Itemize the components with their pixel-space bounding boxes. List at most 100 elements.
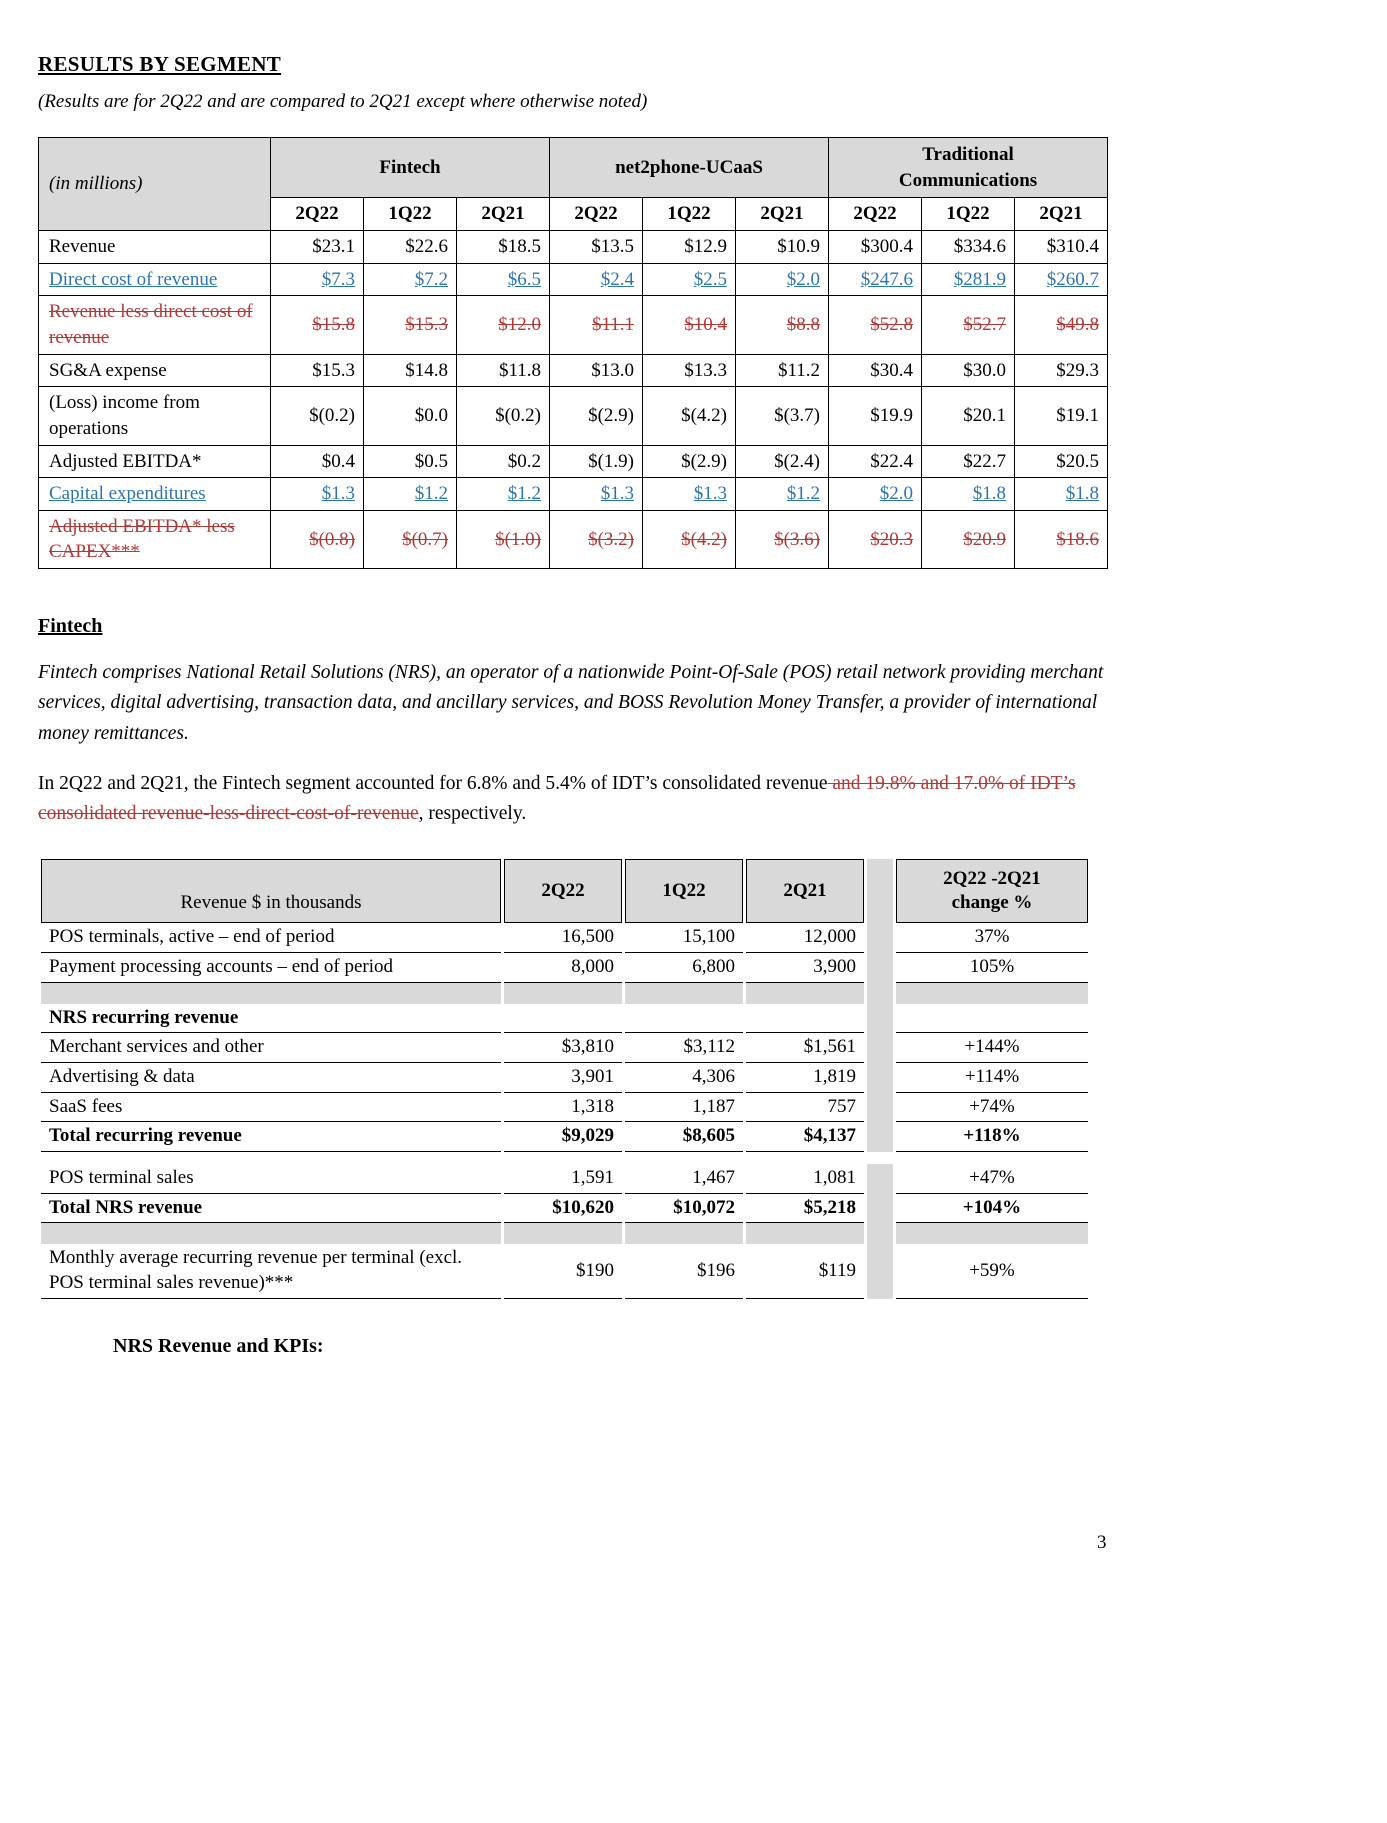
segment-value-cell: $0.2 xyxy=(456,444,550,479)
gap-column-cell xyxy=(867,952,893,983)
nrs-value-cell: 6,800 xyxy=(625,953,743,983)
segment-value-cell: $(2.4) xyxy=(734,444,830,479)
nrs-row: Advertising & data 3,901 4,306 1,819 +114% xyxy=(41,1062,1088,1093)
segment-value-cell: $0.5 xyxy=(363,444,457,479)
segment-row-label: (Loss) income from operations xyxy=(38,386,271,446)
nrs-value-cell: $4,137 xyxy=(746,1122,864,1152)
segment-results-table: (in millions) Fintech net2phone-UCaaS Tr… xyxy=(38,137,1109,570)
segment-row: Revenue $23.1 $22.6 $18.5 $13.5 $12.9 $10.9 $30… xyxy=(38,230,1109,264)
segment-value-cell: $0.0 xyxy=(363,386,457,446)
segment-value-cell: $(0.8) xyxy=(270,509,364,570)
nrs-row-label: Payment processing accounts – end of per… xyxy=(41,953,501,983)
document-content: RESULTS BY SEGMENT (Results are for 2Q22… xyxy=(38,52,1109,1358)
spacer-row xyxy=(41,982,1088,1004)
segment-row: Direct cost of revenue $7.3 $7.2 $6.5 $2.4 $2… xyxy=(38,262,1109,297)
spacer-cell xyxy=(896,982,1088,1004)
group-header-label: Traditional Communications xyxy=(898,144,1038,191)
segment-row-label: Direct cost of revenue xyxy=(38,262,271,297)
nrs-change-cell xyxy=(896,1004,1088,1034)
segment-value-cell: $(2.9) xyxy=(549,386,643,446)
nrs-change-cell: +114% xyxy=(896,1063,1088,1093)
segment-value-cell: $281.9 xyxy=(921,262,1016,297)
nrs-change-cell: +144% xyxy=(896,1033,1088,1063)
nrs-row-label: Merchant services and other xyxy=(41,1033,501,1063)
nrs-value-cell: $5,218 xyxy=(746,1194,864,1224)
nrs-caption: NRS Revenue and KPIs: xyxy=(113,1334,324,1357)
quarter-header: 1Q22 xyxy=(363,197,457,232)
nrs-value-cell: $119 xyxy=(746,1244,864,1299)
segment-value-cell: $18.6 xyxy=(1014,509,1109,570)
segment-value-cell: $10.9 xyxy=(734,230,830,264)
nrs-row: POS terminal sales 1,591 1,467 1,081 +47% xyxy=(41,1164,1088,1194)
spacer-cell xyxy=(867,1223,893,1245)
nrs-value-cell: 1,081 xyxy=(746,1164,864,1194)
segment-value-cell: $1.3 xyxy=(270,477,364,511)
quarter-header: 2Q21 xyxy=(734,197,830,232)
segment-table-rows: Revenue $23.1 $22.6 $18.5 $13.5 $12.9 $10.9 $30… xyxy=(38,230,1109,570)
segment-value-cell: $11.2 xyxy=(734,353,830,388)
nrs-value-cell xyxy=(625,1004,743,1034)
nrs-value-cell: 1,187 xyxy=(625,1093,743,1123)
segment-row: (Loss) income from operations $(0.2) $0.0 $… xyxy=(38,386,1109,446)
quarter-header: 2Q21 xyxy=(456,197,550,232)
segment-value-cell: $(1.0) xyxy=(456,509,550,570)
deleted-paragraph-text: and 19.8% and 17.0% of IDT’s consolidate… xyxy=(38,772,1076,824)
nrs-change-header-line1: 2Q22 -2Q21 xyxy=(943,867,1041,889)
segment-value-cell: $7.2 xyxy=(363,262,457,297)
nrs-value-cell: 1,819 xyxy=(746,1063,864,1093)
nrs-quarter-header: 1Q22 xyxy=(625,859,743,924)
spacer-cell xyxy=(504,1152,622,1164)
segment-row: SG&A expense $15.3 $14.8 $11.8 $13.0 $13.3 $11… xyxy=(38,353,1109,388)
spacer-cell xyxy=(625,982,743,1004)
spacer-cell xyxy=(896,1223,1088,1245)
gap-column-cell xyxy=(867,1003,893,1034)
segment-value-cell: $19.9 xyxy=(828,386,923,446)
segment-value-cell: $30.0 xyxy=(921,353,1016,388)
nrs-row-label: Total recurring revenue xyxy=(41,1122,501,1152)
segment-value-cell: $20.9 xyxy=(921,509,1016,570)
nrs-row: Total recurring revenue $9,029 $8,605 $4,13… xyxy=(41,1122,1088,1152)
segment-value-cell: $12.0 xyxy=(456,295,550,355)
segment-value-cell: $52.7 xyxy=(921,295,1016,355)
segment-row-label: Revenue xyxy=(38,230,271,264)
segment-value-cell: $310.4 xyxy=(1014,230,1109,264)
gap-column-cell xyxy=(867,1244,893,1299)
nrs-change-cell: +59% xyxy=(896,1244,1088,1299)
nrs-table-rows: POS terminals, active – end of period 16,… xyxy=(41,923,1088,1299)
nrs-row-label: POS terminals, active – end of period xyxy=(41,923,501,953)
nrs-value-cell: $8,605 xyxy=(625,1122,743,1152)
segment-value-cell: $(3.7) xyxy=(734,386,830,446)
segment-value-cell: $12.9 xyxy=(642,230,736,264)
quarter-header: 2Q22 xyxy=(549,197,643,232)
fintech-heading: Fintech xyxy=(38,615,103,638)
group-header-label: net2phone-UCaaS xyxy=(615,156,763,178)
in-millions-label: (in millions) xyxy=(38,137,271,232)
quarter-header: 2Q21 xyxy=(1014,197,1109,232)
segment-row: Capital expenditures $1.3 $1.2 $1.2 $1.3 $1.3… xyxy=(38,477,1109,511)
quarter-header: 1Q22 xyxy=(921,197,1016,232)
segment-value-cell: $(2.9) xyxy=(642,444,736,479)
nrs-row-label: SaaS fees xyxy=(41,1093,501,1123)
nrs-change-cell: +47% xyxy=(896,1164,1088,1194)
nrs-value-cell: $3,112 xyxy=(625,1033,743,1063)
segment-value-cell: $1.2 xyxy=(734,477,830,511)
nrs-change-header-line2: change % xyxy=(951,892,1033,914)
gap-column-cell xyxy=(867,1033,893,1063)
nrs-row: Merchant services and other $3,810 $3,112 $… xyxy=(41,1033,1088,1063)
nrs-value-cell: 8,000 xyxy=(504,953,622,983)
nrs-quarter-header: 2Q21 xyxy=(746,859,864,924)
segment-value-cell: $6.5 xyxy=(456,262,550,297)
spacer-cell xyxy=(504,1223,622,1245)
nrs-row: Payment processing accounts – end of per… xyxy=(41,952,1088,983)
segment-value-cell: $(0.2) xyxy=(456,386,550,446)
spacer-cell xyxy=(504,982,622,1004)
nrs-value-cell: 4,306 xyxy=(625,1063,743,1093)
nrs-value-cell: 3,900 xyxy=(746,953,864,983)
nrs-revenue-table: Revenue $ in thousands 2Q22 1Q22 2Q21 2Q… xyxy=(38,859,1091,1299)
quarter-header: 2Q22 xyxy=(270,197,364,232)
nrs-change-cell: 105% xyxy=(896,953,1088,983)
gap-column-cell xyxy=(867,1092,893,1123)
segment-value-cell: $10.4 xyxy=(642,295,736,355)
nrs-change-cell: +118% xyxy=(896,1122,1088,1152)
spacer-cell xyxy=(41,982,501,1004)
